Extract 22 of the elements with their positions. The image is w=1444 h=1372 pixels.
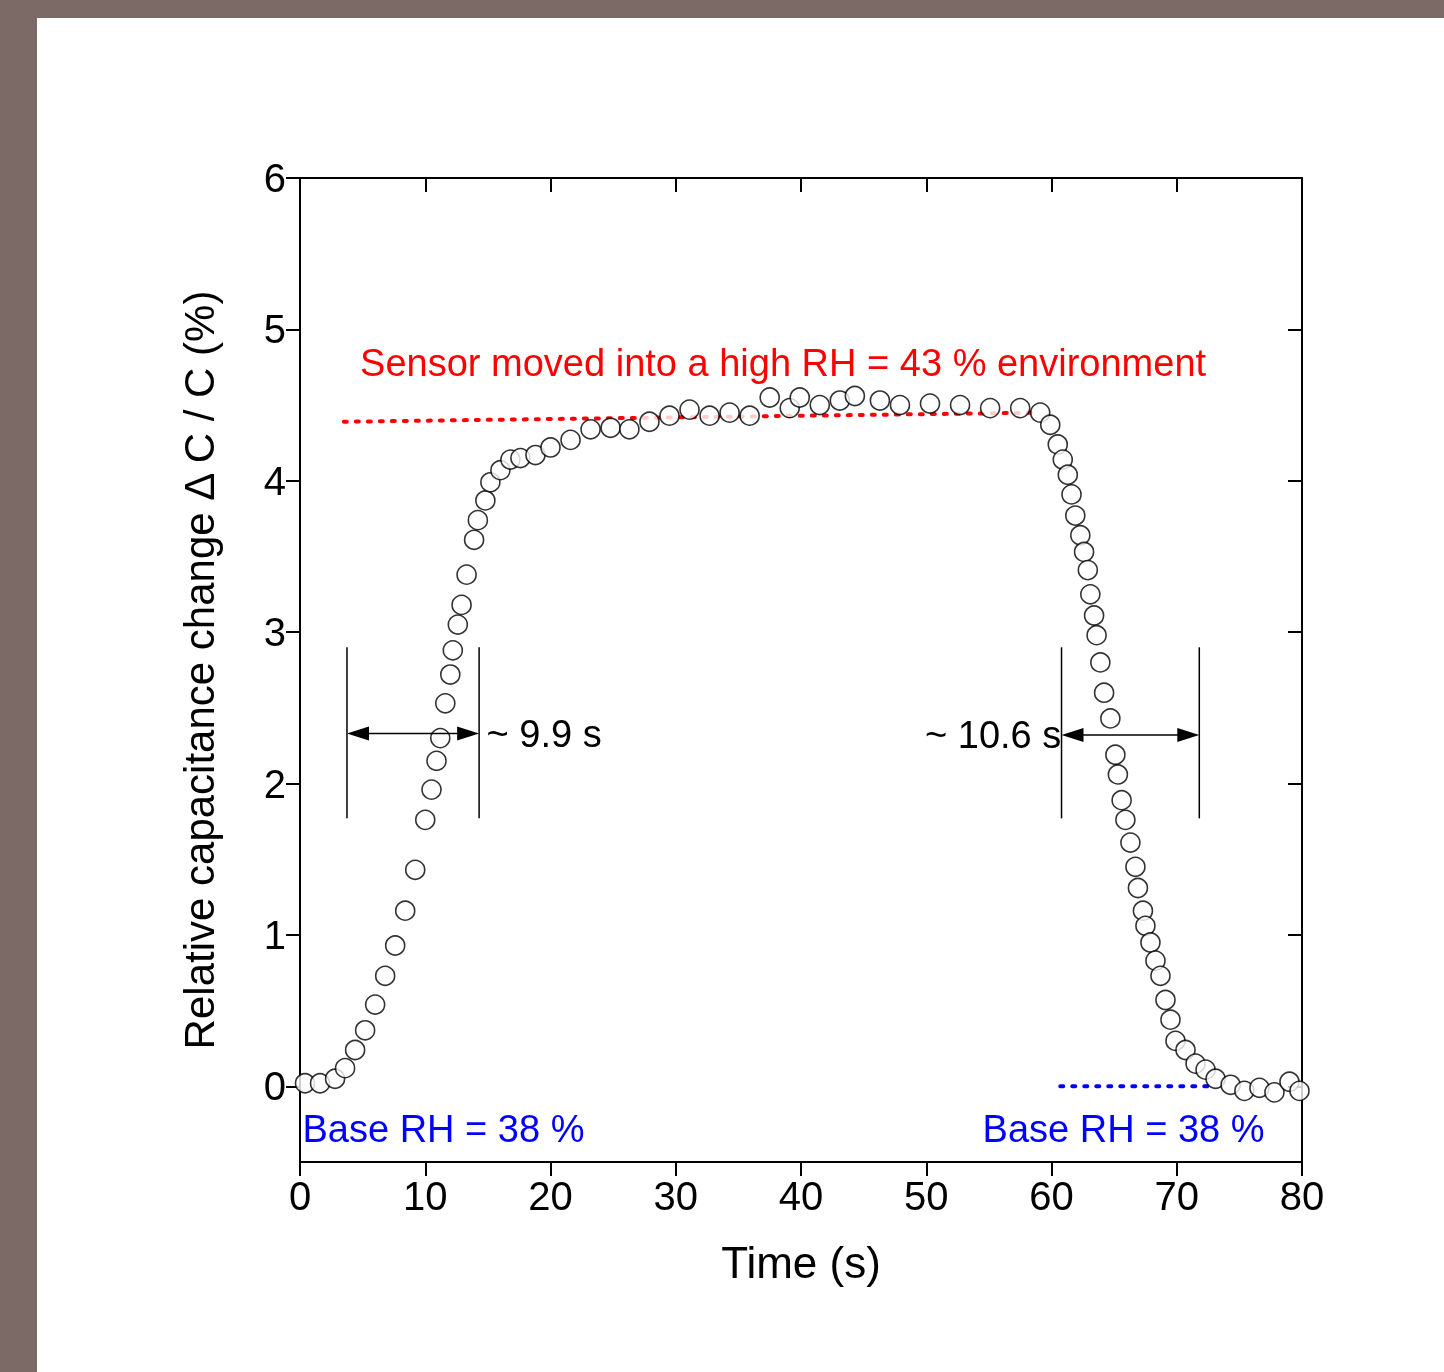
x-tick-label: 80 xyxy=(1279,1174,1325,1218)
x-axis-title: Time (s) xyxy=(721,1237,881,1287)
y-tick-label: 3 xyxy=(263,610,286,655)
y-tick-label: 0 xyxy=(263,1064,286,1109)
y-tick-label: 6 xyxy=(263,156,286,200)
annotation: Sensor moved into a high RH = 43 % environment xyxy=(360,341,1207,384)
y-tick-label: 5 xyxy=(263,307,286,352)
y-axis-title: Relative capacitance change Δ C / C (%) xyxy=(175,290,223,1050)
x-tick-label: 60 xyxy=(1029,1174,1074,1218)
annotation: ~ 10.6 s xyxy=(925,714,1062,757)
y-tick-label: 2 xyxy=(263,761,286,806)
annotation: ~ 9.9 s xyxy=(486,712,602,755)
x-tick-label: 10 xyxy=(403,1174,448,1218)
annotation: Base RH = 38 % xyxy=(982,1107,1265,1150)
x-tick-label: 30 xyxy=(653,1174,698,1218)
x-tick-label: 20 xyxy=(528,1174,573,1218)
y-tick-label: 1 xyxy=(263,912,286,957)
annotation: Base RH = 38 % xyxy=(302,1107,585,1150)
x-tick-label: 70 xyxy=(1154,1174,1199,1218)
x-tick-label: 40 xyxy=(778,1174,824,1218)
y-tick-label: 4 xyxy=(263,458,286,503)
x-tick-label: 50 xyxy=(904,1174,949,1218)
